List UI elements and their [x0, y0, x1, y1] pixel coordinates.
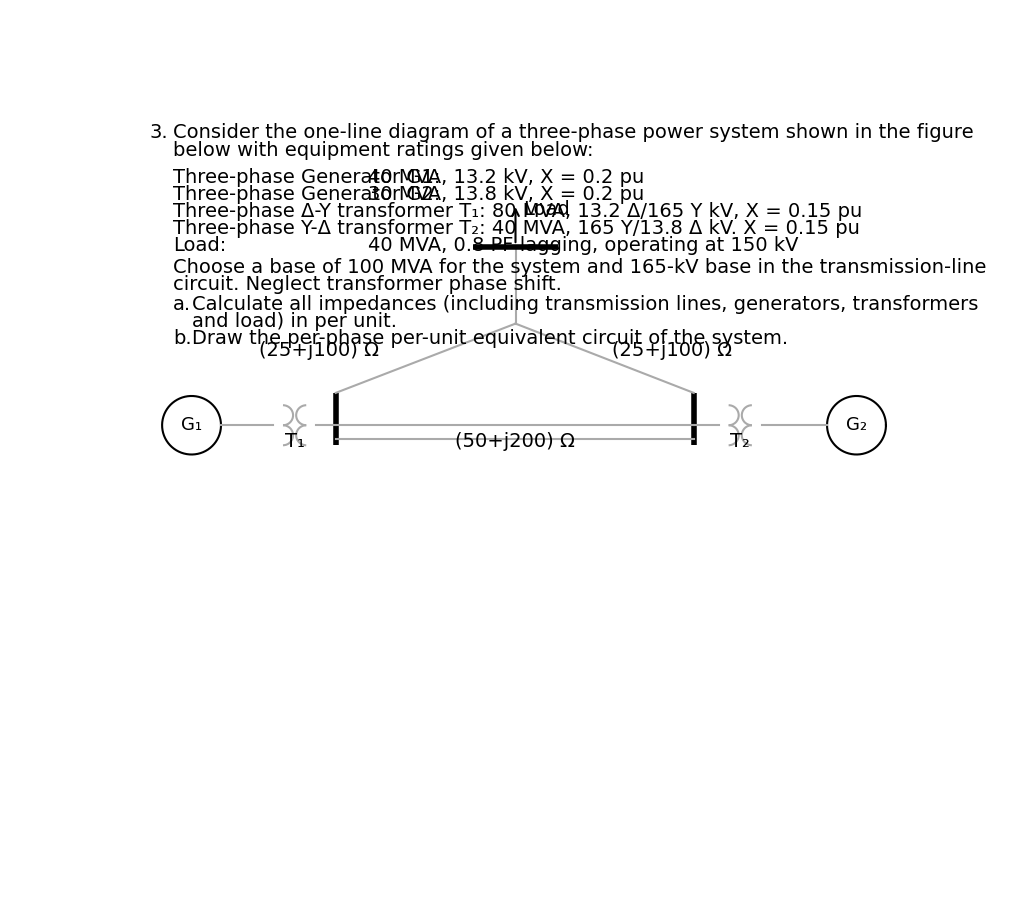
Text: Consider the one-line diagram of a three-phase power system shown in the figure: Consider the one-line diagram of a three…: [173, 123, 974, 142]
Text: Draw the per-phase per-unit equivalent circuit of the system.: Draw the per-phase per-unit equivalent c…: [191, 329, 787, 348]
Text: 40 MVA, 13.2 kV, X = 0.2 pu: 40 MVA, 13.2 kV, X = 0.2 pu: [369, 168, 644, 187]
Text: Three-phase Generator G1:: Three-phase Generator G1:: [173, 168, 440, 187]
Text: Three-phase Y-Δ transformer T₂: 40 MVA, 165 Y/13.8 Δ kV. X = 0.15 pu: Three-phase Y-Δ transformer T₂: 40 MVA, …: [173, 219, 860, 238]
Text: (25+j100) Ω: (25+j100) Ω: [612, 341, 732, 360]
Text: 3.: 3.: [150, 123, 168, 142]
Text: G₂: G₂: [846, 416, 867, 434]
Text: a.: a.: [173, 295, 191, 314]
Text: T₂: T₂: [730, 432, 751, 452]
Text: T₁: T₁: [285, 432, 304, 452]
Text: b.: b.: [173, 329, 191, 348]
Text: Three-phase Δ-Y transformer T₁: 80 MVA, 13.2 Δ/165 Y kV, X = 0.15 pu: Three-phase Δ-Y transformer T₁: 80 MVA, …: [173, 202, 862, 220]
Text: G₁: G₁: [181, 416, 202, 434]
Text: and load) in per unit.: and load) in per unit.: [191, 312, 396, 331]
Text: Load:: Load:: [173, 236, 226, 255]
Text: Choose a base of 100 MVA for the system and 165-kV base in the transmission-line: Choose a base of 100 MVA for the system …: [173, 257, 986, 277]
Text: Load: Load: [523, 201, 570, 220]
Text: 30 MVA, 13.8 kV, X = 0.2 pu: 30 MVA, 13.8 kV, X = 0.2 pu: [369, 185, 644, 204]
Text: 40 MVA, 0.8 PF lagging, operating at 150 kV: 40 MVA, 0.8 PF lagging, operating at 150…: [369, 236, 799, 255]
Text: circuit. Neglect transformer phase shift.: circuit. Neglect transformer phase shift…: [173, 274, 562, 293]
Text: (50+j200) Ω: (50+j200) Ω: [455, 432, 574, 452]
Text: (25+j100) Ω: (25+j100) Ω: [259, 341, 379, 360]
Text: below with equipment ratings given below:: below with equipment ratings given below…: [173, 141, 594, 160]
Text: Calculate all impedances (including transmission lines, generators, transformers: Calculate all impedances (including tran…: [191, 295, 978, 314]
Text: Three-phase Generator G2:: Three-phase Generator G2:: [173, 185, 440, 204]
